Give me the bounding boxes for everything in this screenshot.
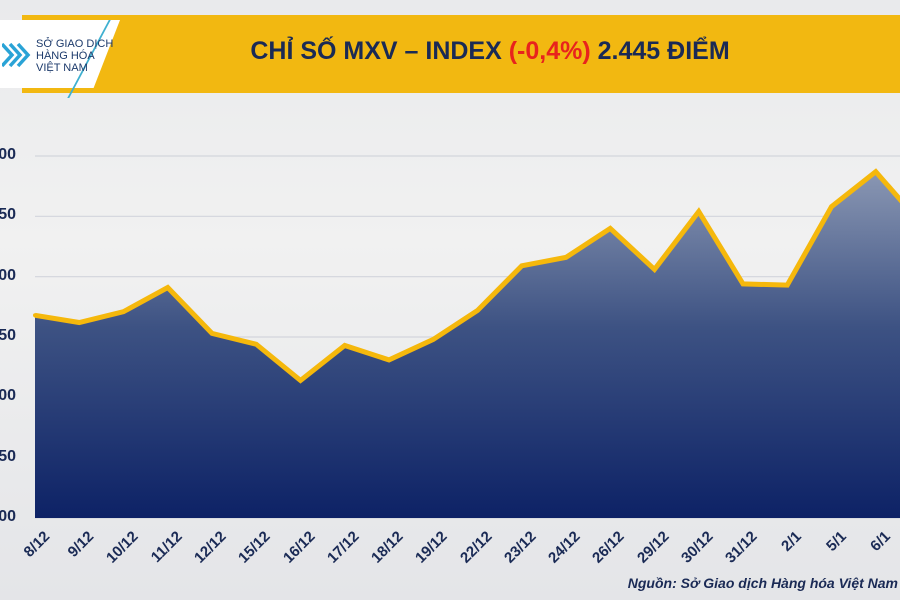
y-tick-label: 2.200 bbox=[0, 508, 16, 525]
data-point bbox=[77, 320, 82, 325]
y-tick-label: 2.350 bbox=[0, 327, 16, 344]
data-point bbox=[652, 267, 657, 272]
source-note: Nguồn: Sở Giao dịch Hàng hóa Việt Nam bbox=[627, 575, 898, 591]
logo-line-1: SỞ GIAO DỊCH bbox=[36, 38, 114, 50]
data-point bbox=[519, 263, 524, 268]
chart-title: CHỈ SỐ MXV – INDEX (-0,4%) 2.445 ĐIỂM bbox=[120, 37, 860, 66]
data-point bbox=[254, 342, 259, 347]
title-change: (-0,4%) bbox=[508, 37, 591, 65]
data-point bbox=[873, 169, 878, 174]
data-point bbox=[121, 309, 126, 314]
data-point bbox=[564, 255, 568, 260]
data-point bbox=[696, 209, 701, 214]
data-point bbox=[342, 343, 347, 348]
data-point bbox=[741, 281, 745, 286]
y-tick-label: 2.500 bbox=[0, 146, 16, 163]
y-tick-label: 2.450 bbox=[0, 206, 16, 224]
title-value: 2.445 ĐIỂM bbox=[590, 37, 730, 65]
title-prefix: CHỈ SỐ MXV – INDEX bbox=[250, 37, 509, 65]
y-tick-label: 2.400 bbox=[0, 266, 16, 284]
y-tick-label: 2.250 bbox=[0, 447, 16, 465]
data-point bbox=[298, 378, 303, 383]
data-point bbox=[475, 308, 480, 313]
logo-line-2: HÀNG HÓA bbox=[36, 50, 95, 62]
logo-chevron-icon bbox=[2, 42, 31, 68]
data-point bbox=[431, 337, 436, 342]
data-point bbox=[608, 226, 613, 231]
y-tick-label: 2.300 bbox=[0, 387, 16, 405]
data-point bbox=[785, 283, 790, 288]
logo-line-3: VIỆT NAM bbox=[36, 62, 88, 74]
data-point bbox=[33, 313, 37, 318]
data-point bbox=[165, 285, 170, 290]
data-point bbox=[387, 357, 391, 362]
data-point bbox=[210, 331, 214, 336]
data-point bbox=[829, 204, 834, 209]
logo-text: SỞ GIAO DỊCH HÀNG HÓA VIỆT NAM bbox=[36, 38, 113, 74]
title-banner bbox=[22, 15, 900, 93]
area-fill bbox=[35, 171, 900, 518]
